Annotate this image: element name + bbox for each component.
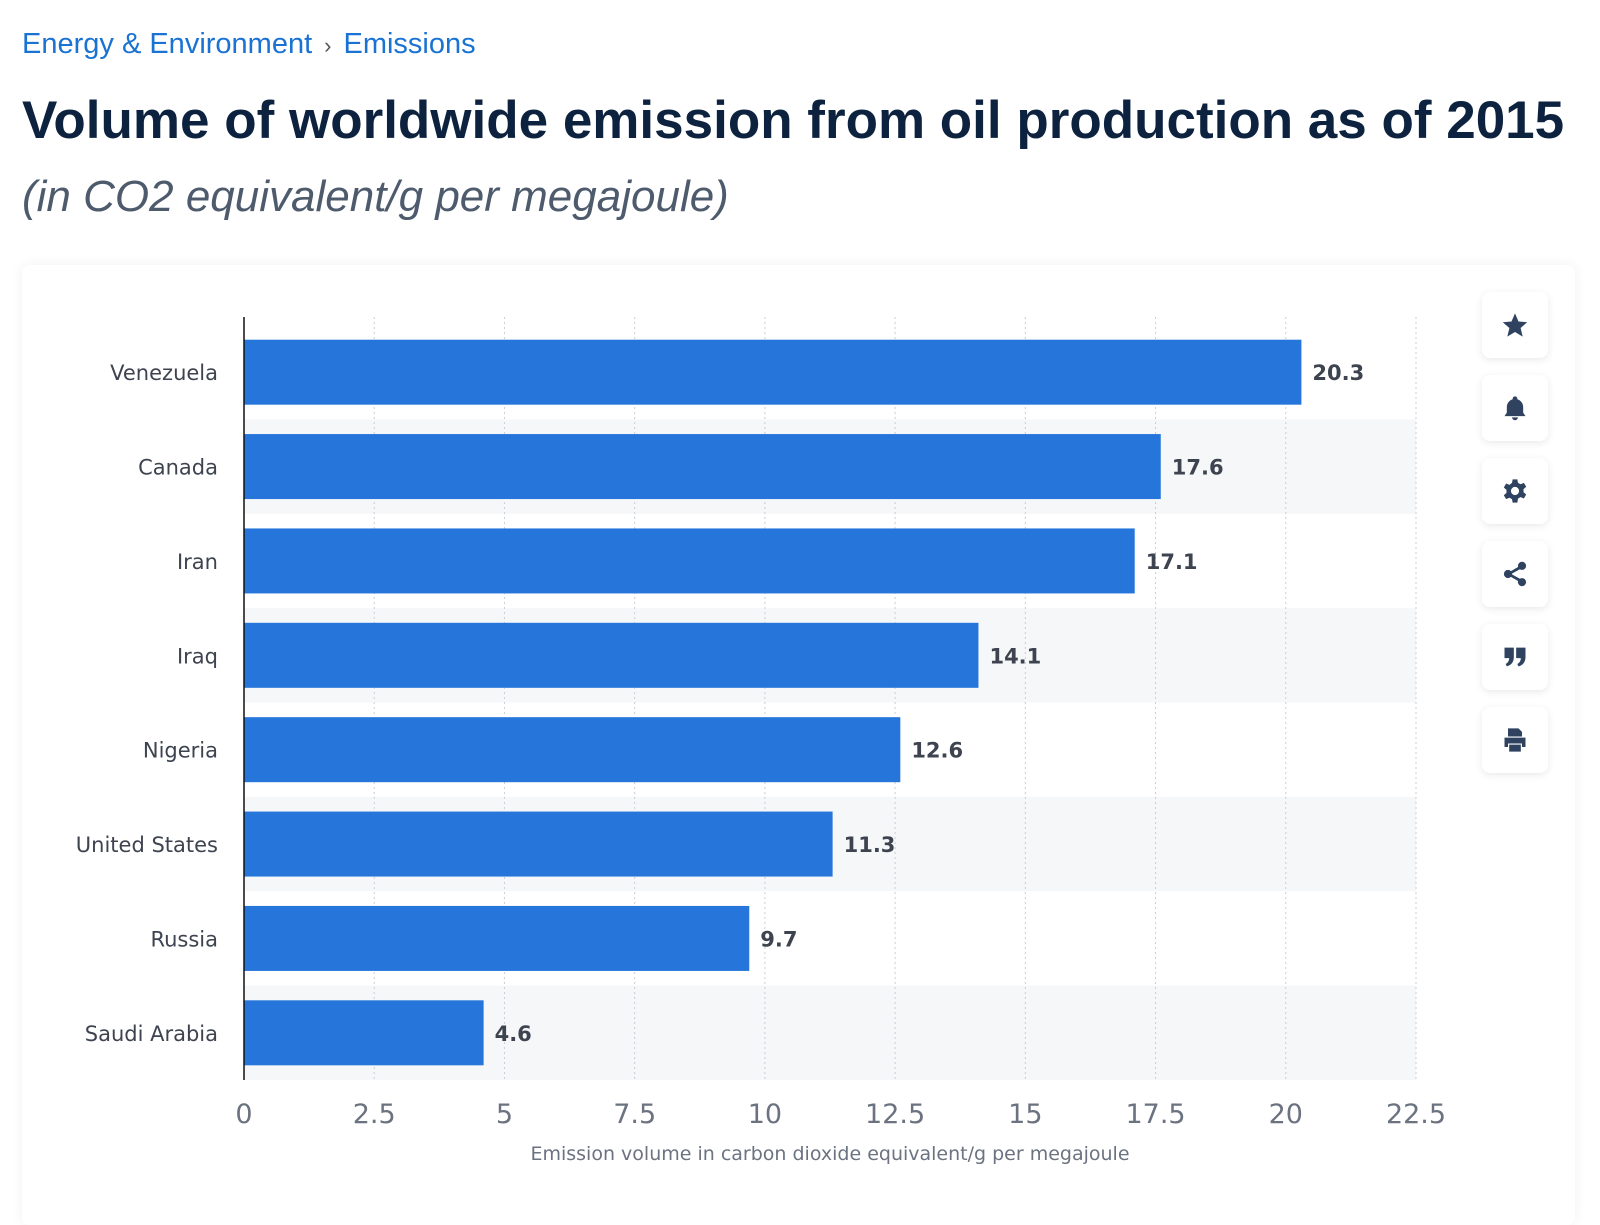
x-tick-label: 17.5 — [1125, 1099, 1185, 1130]
x-tick-label: 12.5 — [865, 1099, 925, 1130]
y-category-label: Canada — [138, 456, 218, 480]
page-subtitle: (in CO2 equivalent/g per megajoule) — [22, 172, 729, 221]
breadcrumb: Energy & Environment › Emissions — [22, 28, 476, 61]
breadcrumb-energy-environment[interactable]: Energy & Environment — [22, 28, 313, 60]
data-label: 14.1 — [989, 644, 1041, 668]
x-tick-label: 0 — [235, 1099, 252, 1130]
data-label: 17.1 — [1146, 550, 1198, 574]
breadcrumb-separator: › — [324, 33, 332, 58]
print-button[interactable] — [1482, 707, 1548, 773]
y-category-label: Nigeria — [143, 739, 218, 763]
quote-icon — [1504, 647, 1526, 667]
gear-icon — [1503, 479, 1527, 503]
y-category-label: Iran — [177, 550, 218, 574]
y-category-label: Russia — [150, 927, 218, 951]
breadcrumb-emissions[interactable]: Emissions — [343, 28, 476, 60]
x-tick-label: 15 — [1008, 1099, 1042, 1130]
star-icon — [1502, 313, 1528, 337]
data-label: 17.6 — [1172, 456, 1224, 480]
chart-toolbar — [1482, 292, 1548, 790]
y-category-label: Venezuela — [110, 361, 218, 385]
print-icon — [1504, 728, 1526, 752]
bar-iran — [244, 528, 1135, 594]
x-tick-label: 7.5 — [613, 1099, 656, 1130]
bar-united-states — [244, 811, 833, 877]
data-label: 12.6 — [911, 739, 963, 763]
page-title: Volume of worldwide emission from oil pr… — [22, 91, 1565, 150]
bar-saudi-arabia — [244, 1000, 484, 1066]
bell-icon — [1504, 396, 1526, 421]
settings-button[interactable] — [1482, 458, 1548, 524]
bar-nigeria — [244, 717, 901, 783]
data-label: 11.3 — [844, 833, 896, 857]
x-axis-title: Emission volume in carbon dioxide equiva… — [530, 1143, 1129, 1165]
data-label: 20.3 — [1312, 361, 1364, 385]
x-tick-label: 22.5 — [1386, 1099, 1446, 1130]
y-category-label: Saudi Arabia — [85, 1022, 218, 1046]
share-button[interactable] — [1482, 541, 1548, 607]
cite-button[interactable] — [1482, 624, 1548, 690]
favorite-button[interactable] — [1482, 292, 1548, 358]
y-category-label: United States — [76, 833, 218, 857]
bar-venezuela — [244, 339, 1302, 405]
data-label: 9.7 — [760, 927, 797, 951]
bar-russia — [244, 905, 750, 971]
x-tick-label: 10 — [748, 1099, 782, 1130]
bar-canada — [244, 434, 1161, 500]
x-tick-label: 5 — [496, 1099, 513, 1130]
data-label: 4.6 — [495, 1022, 532, 1046]
share-icon — [1503, 561, 1527, 587]
x-tick-label: 2.5 — [353, 1099, 396, 1130]
bar-iraq — [244, 622, 979, 688]
y-category-label: Iraq — [177, 644, 218, 668]
x-tick-label: 20 — [1269, 1099, 1303, 1130]
notification-button[interactable] — [1482, 375, 1548, 441]
